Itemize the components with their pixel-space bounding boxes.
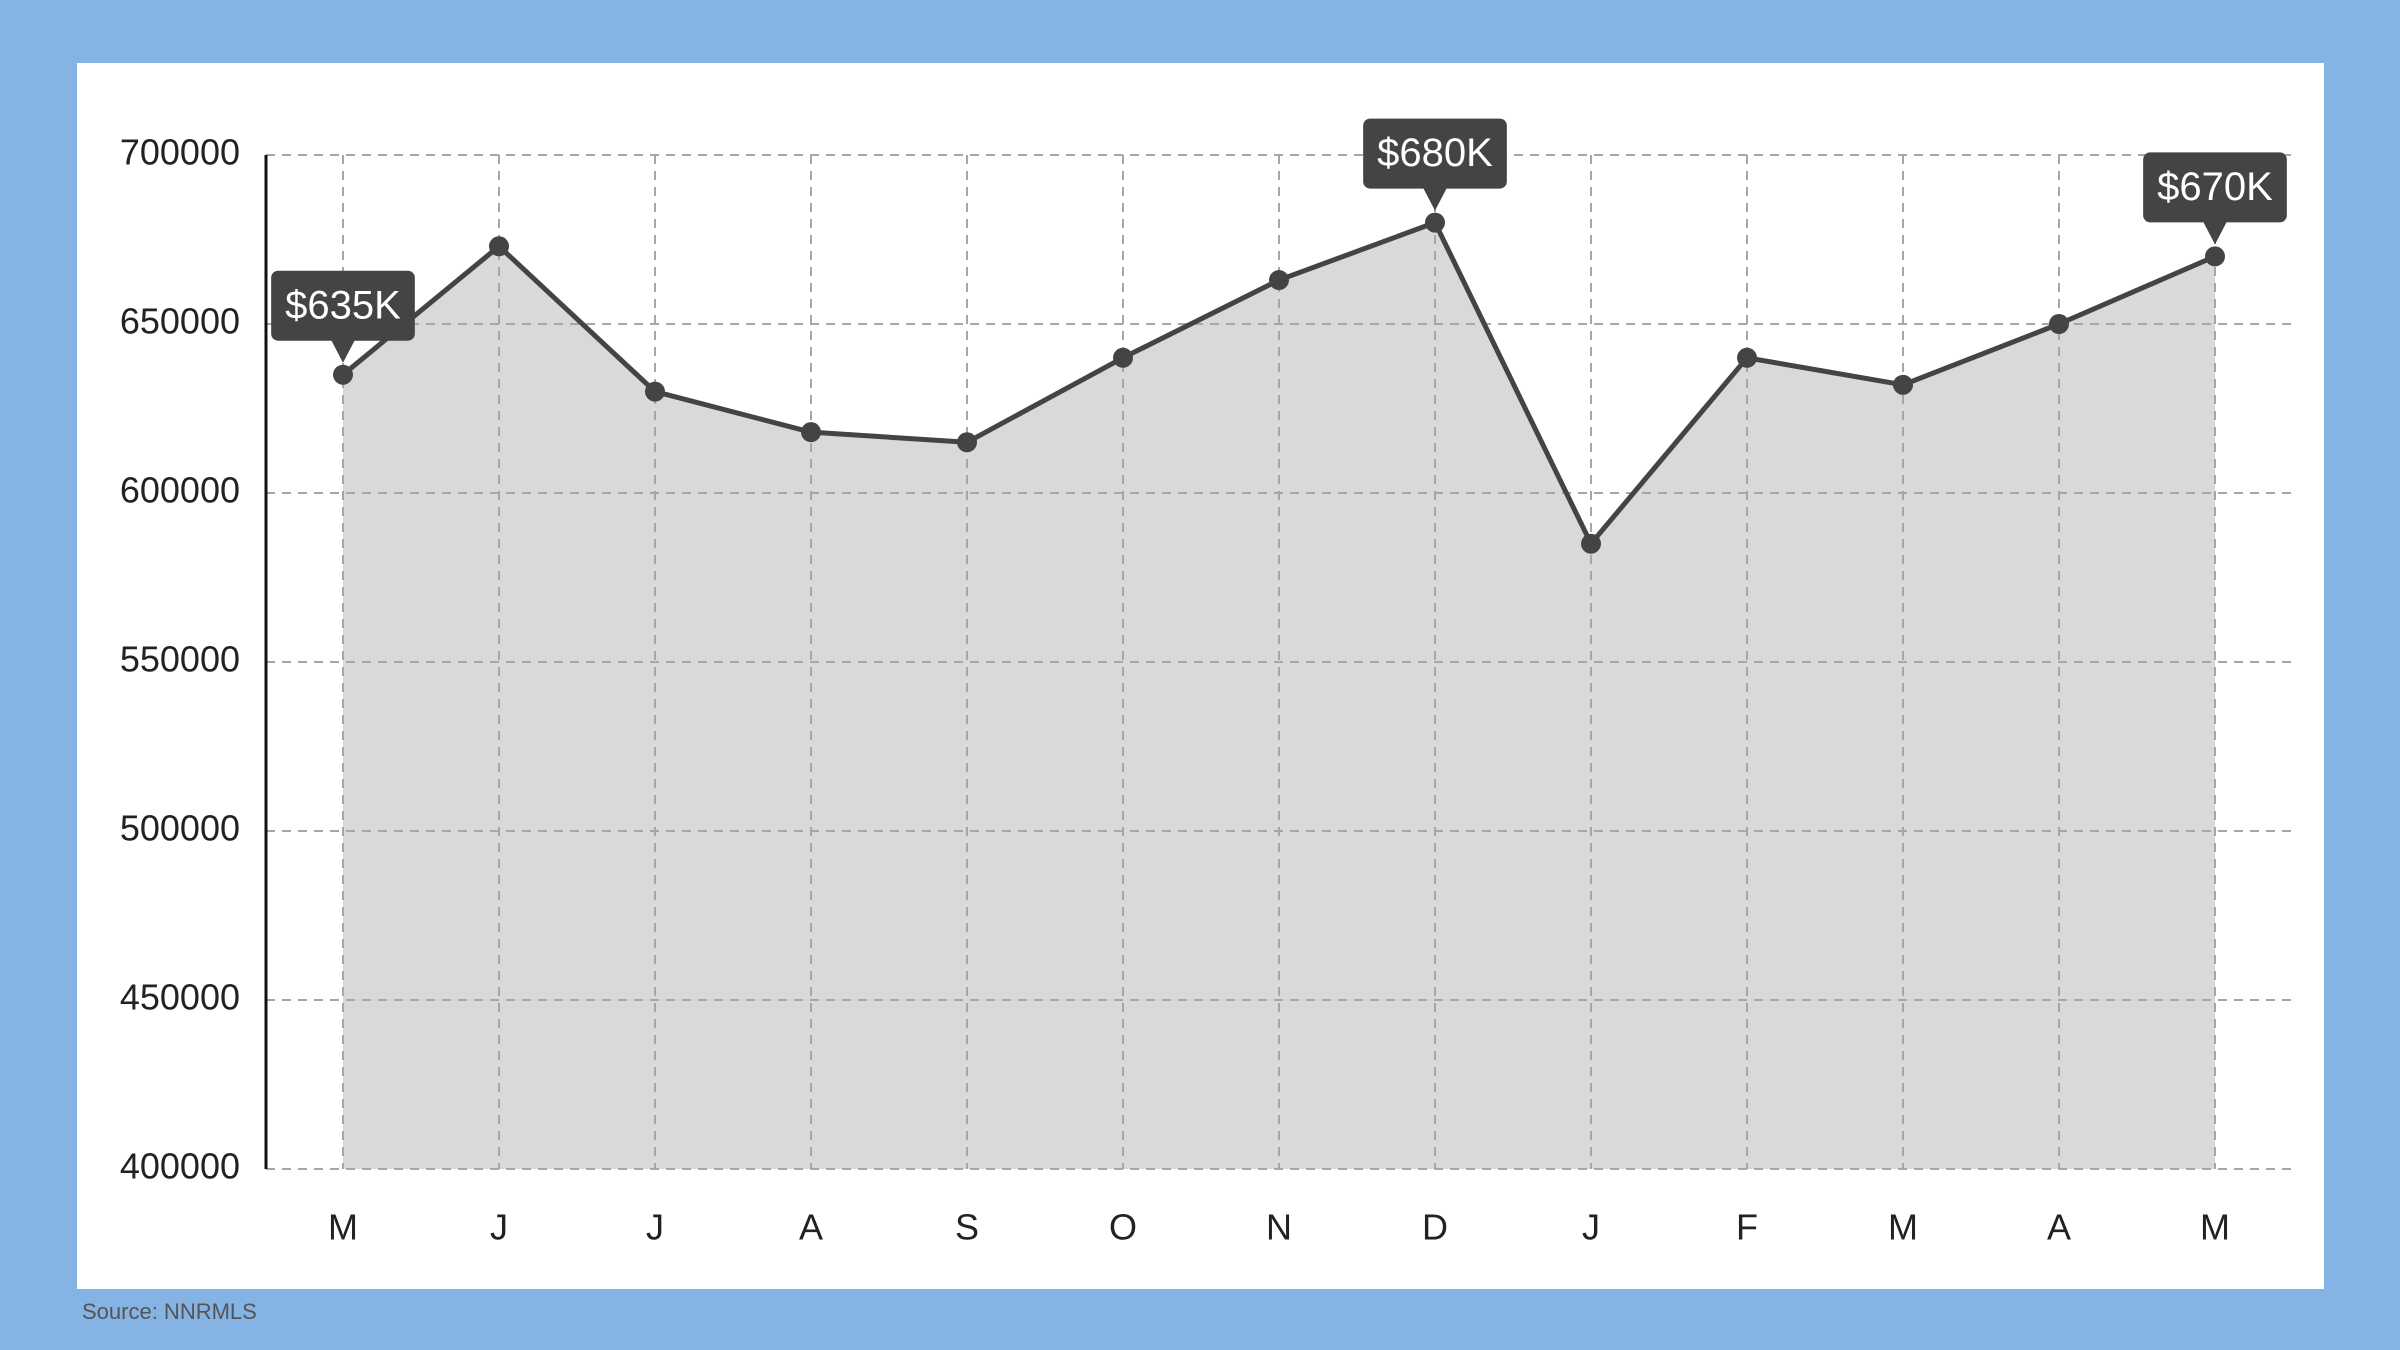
y-tick-label: 450000 [120,977,240,1018]
marker [801,422,821,443]
x-tick-label: M [1888,1207,1918,1248]
marker [489,236,509,257]
x-tick-label: N [1266,1207,1292,1248]
x-tick-label: J [490,1207,508,1248]
marker [1113,347,1133,368]
callout-pointer [331,339,355,363]
x-tick-label: S [955,1207,979,1248]
marker [1581,533,1601,554]
x-tick-label: A [2047,1207,2071,1248]
x-tick-label: D [1422,1207,1448,1248]
data-label: $680K [1377,131,1493,175]
x-tick-label: M [2200,1207,2230,1248]
source-note: Source: NNRMLS [82,1299,257,1324]
marker [1425,212,1445,233]
x-tick-label: A [799,1207,823,1248]
callout-box [271,270,415,341]
callout-box [2143,152,2287,223]
data-label: $635K [285,283,401,327]
x-tick-label: F [1736,1207,1758,1248]
y-tick-label: 500000 [120,808,240,849]
callout-pointer [2203,221,2227,245]
x-tick-label: J [646,1207,664,1248]
marker [1893,374,1913,395]
marker [1269,270,1289,291]
y-tick-label: 600000 [120,470,240,511]
callout-box [1363,118,1507,189]
marker [2049,314,2069,334]
data-label: $670K [2157,165,2273,209]
marker [333,364,353,385]
x-tick-label: J [1582,1207,1600,1248]
y-tick-label: 400000 [120,1146,240,1187]
marker [645,381,665,402]
callout-pointer [1423,187,1447,211]
x-tick-label: M [328,1207,358,1248]
marker [957,432,977,453]
marker [1737,347,1757,368]
y-tick-label: 650000 [120,301,240,342]
marker [2205,246,2225,267]
x-tick-label: O [1109,1207,1137,1248]
y-tick-label: 700000 [120,132,240,173]
y-tick-label: 550000 [120,639,240,680]
